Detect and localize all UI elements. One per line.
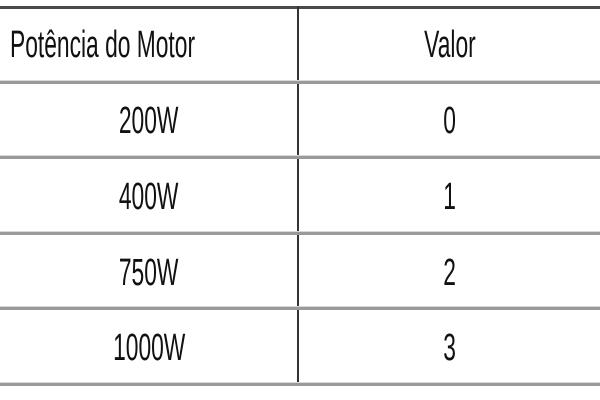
cell-text: 1 [443, 175, 457, 218]
row-divider [0, 155, 600, 159]
cell-text: 400W [119, 175, 179, 218]
cell-text: 2 [443, 251, 457, 294]
cell-text: 0 [443, 99, 457, 142]
header-motor-power: Potência do Motor [0, 8, 298, 82]
header-label: Valor [424, 23, 476, 66]
cell-text: 200W [119, 99, 179, 142]
header-value: Valor [300, 8, 600, 82]
cell-text: 1000W [112, 326, 186, 369]
cell-text: 3 [443, 326, 457, 369]
table-row-1-power: 200W [0, 84, 298, 158]
table-row-4-power: 1000W [0, 311, 298, 385]
column-divider [297, 6, 299, 385]
row-divider [0, 306, 600, 310]
table-bottom-border [0, 382, 600, 386]
row-divider [0, 231, 600, 235]
table-row-3-value: 2 [300, 236, 600, 310]
table-row-1-value: 0 [300, 84, 600, 158]
table-row-2-value: 1 [300, 160, 600, 234]
header-label: Potência do Motor [10, 23, 196, 66]
row-divider [0, 80, 600, 84]
table-row-3-power: 750W [0, 236, 298, 310]
cell-text: 750W [119, 251, 179, 294]
table-top-border [0, 6, 600, 9]
table-row-4-value: 3 [300, 311, 600, 385]
table-row-2-power: 400W [0, 160, 298, 234]
